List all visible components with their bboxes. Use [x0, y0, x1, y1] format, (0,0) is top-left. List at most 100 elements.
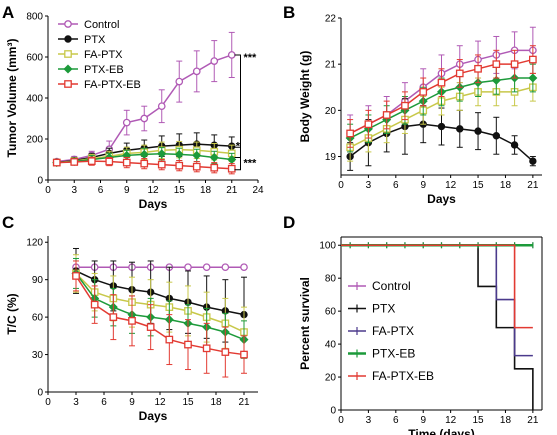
data-point [72, 272, 80, 280]
legend-label: Control [372, 279, 411, 293]
x-tick-label: 0 [45, 397, 51, 408]
legend-label: PTX-EB [372, 347, 415, 361]
data-point [455, 69, 464, 78]
series-fa-ptx-eb [72, 260, 248, 378]
data-point [90, 300, 99, 309]
y-tick-label: 0 [330, 406, 336, 417]
y-tick-label: 40 [325, 340, 337, 351]
x-tick-label: 9 [129, 397, 135, 408]
x-tick-label: 24 [252, 185, 264, 196]
x-tick-label: 3 [366, 180, 372, 191]
data-point [109, 313, 118, 321]
data-point [227, 51, 236, 59]
data-point [157, 149, 167, 159]
data-point [510, 141, 519, 149]
series-fa-ptx-eb [52, 156, 236, 175]
x-tick-label: 0 [45, 185, 51, 196]
y-tick-label: 22 [325, 14, 337, 25]
data-point [492, 132, 501, 140]
x-tick-label: 6 [101, 397, 107, 408]
data-point [174, 149, 184, 159]
x-tick-label: 3 [366, 415, 372, 426]
x-tick-label: 15 [472, 180, 484, 191]
x-tick-label: 0 [338, 415, 344, 426]
series-line [75, 272, 245, 333]
legend-marker [64, 80, 72, 88]
x-tick-label: 21 [226, 185, 238, 196]
x-axis-title: Days [139, 197, 168, 211]
data-point [184, 340, 192, 349]
y-tick-label: 200 [26, 135, 43, 146]
y-tick-label: 800 [26, 12, 43, 23]
x-tick-label: 0 [338, 180, 344, 191]
legend-marker [63, 64, 73, 74]
legend-label: FA-PTX [84, 49, 123, 61]
data-point [184, 263, 192, 272]
y-axis-title: T/C (%) [5, 293, 19, 334]
y-axis-title: Body Weight (g) [298, 51, 312, 143]
x-tick-label: 9 [420, 415, 426, 426]
data-point [382, 111, 391, 119]
x-tick-label: 18 [500, 415, 512, 426]
x-tick-label: 12 [445, 180, 457, 191]
data-point [240, 263, 248, 272]
data-point [192, 150, 202, 160]
data-point [122, 118, 131, 127]
legend-label: PTX-EB [84, 64, 124, 76]
data-point [529, 157, 537, 165]
x-tick-label: 18 [200, 185, 212, 196]
data-point [456, 125, 464, 133]
y-tick-label: 0 [37, 176, 43, 187]
y-tick-label: 90 [32, 275, 44, 286]
y-tick-label: 0 [37, 388, 43, 399]
data-point [346, 129, 354, 138]
y-axis-title: Tumor Volume (mm³) [5, 39, 19, 158]
legend-marker [64, 50, 72, 58]
data-point [202, 263, 211, 272]
data-point [202, 344, 211, 353]
legend-label: FA-PTX [372, 324, 414, 338]
legend-label: Control [84, 19, 119, 31]
x-tick-label: 12 [147, 185, 159, 196]
panel-b: B 0 3 6 9 12 15 18 21 19 20 21 22 Days Body Weight (g) [283, 3, 542, 206]
panel-d: D 0 3 6 9 12 15 18 21 0 20 40 60 80 100 Time (days) Perc… [283, 213, 543, 435]
data-point [492, 60, 501, 69]
y-tick-label: 21 [325, 60, 337, 71]
data-point [437, 78, 446, 87]
legend: Control PTX FA-PTX PTX-EB FA-PTX-EB [348, 279, 434, 383]
data-point [140, 159, 149, 168]
x-tick-label: 21 [527, 180, 539, 191]
x-tick-label: 21 [238, 397, 250, 408]
y-tick-label: 19 [325, 152, 337, 163]
x-axis-title: Days [427, 192, 456, 206]
panel-label: A [2, 3, 14, 22]
legend-label: FA-PTX-EB [84, 79, 141, 91]
y-tick-label: 60 [325, 307, 337, 318]
x-tick-label: 15 [472, 415, 484, 426]
x-tick-label: 15 [174, 185, 186, 196]
data-point [221, 348, 230, 356]
x-tick-label: 15 [182, 397, 194, 408]
series-line [75, 272, 245, 341]
y-tick-label: 120 [26, 238, 43, 249]
legend-label: PTX [372, 302, 395, 316]
survival-line [341, 244, 533, 329]
survival-line [341, 244, 534, 410]
data-point [529, 55, 537, 64]
x-tick-label: 6 [393, 180, 399, 191]
panel-label: C [2, 213, 14, 232]
data-point [157, 160, 166, 169]
y-tick-label: 100 [319, 241, 336, 252]
x-tick-label: 6 [393, 415, 399, 426]
data-point [157, 102, 166, 111]
data-point [474, 127, 482, 135]
y-tick-label: 30 [32, 350, 44, 361]
panel-label: D [283, 213, 295, 232]
series-line [75, 270, 245, 316]
x-tick-label: 3 [73, 397, 79, 408]
sig-bracket [234, 54, 241, 158]
sig-bracket [234, 146, 241, 171]
x-tick-label: 18 [210, 397, 222, 408]
y-tick-label: 400 [26, 94, 43, 105]
data-point [52, 158, 61, 167]
